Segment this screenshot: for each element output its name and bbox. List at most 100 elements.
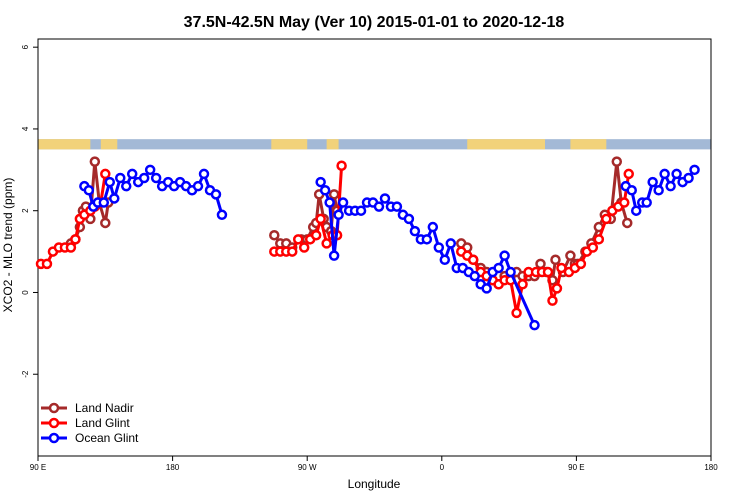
data-point [587,242,599,253]
data-point [547,295,558,306]
data-point [659,168,670,180]
data-point [333,209,344,221]
legend-label: Land Glint [75,416,130,430]
chart-title: 37.5N-42.5N May (Ver 10) 2015-01-01 to 2… [184,14,565,31]
plot-frame [37,38,712,457]
data-point [391,201,403,212]
landmask-land-segment [570,139,607,150]
data-point [493,262,504,274]
landmask-land-segment [271,139,308,150]
data-point [216,209,228,221]
data-point [529,319,540,331]
data-point [315,213,326,225]
data-point [542,266,554,278]
x-tick-label: 180 [704,463,718,472]
y-tick-label: 2 [21,208,30,213]
data-point [427,221,439,233]
series-ocean-glint [79,164,700,331]
data-point [373,201,385,212]
data-point [379,193,391,204]
data-point [319,185,331,196]
data-point [467,254,479,266]
landmask-ocean [38,139,711,150]
legend-marker [48,417,60,429]
data-point [120,180,132,192]
data-point [421,234,433,245]
data-point [138,172,150,184]
data-point [517,279,528,290]
data-point [192,180,204,192]
data-point [337,197,349,208]
data-point [619,197,630,208]
data-point [210,189,222,200]
data-point [499,250,510,261]
data-point [665,180,676,192]
landmask-land-segment [326,139,339,150]
data-point [104,176,116,188]
legend-label: Ocean Glint [75,431,139,445]
data-point [269,229,280,241]
data-point [550,254,561,266]
data-point [315,176,326,188]
series-layer [35,156,700,331]
data-point [481,283,492,294]
data-point [575,258,587,270]
legend-label: Land Nadir [75,401,134,415]
data-point [433,242,445,253]
legend-item-ocean-glint: Ocean Glint [41,431,139,445]
data-point [324,197,335,208]
landmask-land-segment [467,139,545,150]
legend-item-land-glint: Land Glint [41,416,130,430]
y-tick-label: 6 [21,44,30,49]
x-tick-label: 90 W [298,463,317,472]
y-tick-label: 0 [21,290,30,295]
data-point [109,193,120,204]
data-point [336,160,347,171]
legend-marker [48,402,60,414]
data-point [689,164,700,176]
legend-item-land-nadir: Land Nadir [41,401,134,415]
legend-marker [48,432,60,444]
axes: 90 E 180 90 W 0 90 E 180 -2 0 2 4 6 [21,38,718,472]
data-point [321,238,332,249]
data-point [310,229,322,241]
data-point [65,242,77,253]
data-point [556,262,567,274]
x-tick-label: 0 [440,463,445,472]
data-point [630,205,642,216]
data-point [621,217,633,229]
data-point [89,156,101,167]
landmask-land-segment [100,139,118,150]
data-point [126,168,138,180]
data-point [100,168,111,180]
data-point [98,197,110,208]
data-point [115,172,126,184]
data-point [355,205,367,216]
data-point [150,172,162,184]
data-point [551,283,563,294]
data-point [505,266,516,278]
data-point [298,242,310,253]
data-point [292,234,304,245]
data-point [647,176,658,188]
data-point [144,164,156,176]
data-point [626,185,637,196]
data-point [286,246,298,257]
data-point [565,250,576,261]
data-point [41,258,53,270]
data-point [623,168,634,180]
y-axis-label: XCO2 - MLO trend (ppm) [1,178,15,313]
x-tick-label: 180 [166,463,180,472]
landmask-band [38,139,711,150]
data-point [409,225,421,237]
data-point [83,185,95,196]
x-tick-label: 90 E [30,463,46,472]
landmask-land-segment [38,139,91,150]
y-tick-label: -2 [21,370,30,378]
data-point [328,189,340,200]
data-point [611,156,623,167]
data-point [445,238,457,249]
data-point [671,168,682,180]
